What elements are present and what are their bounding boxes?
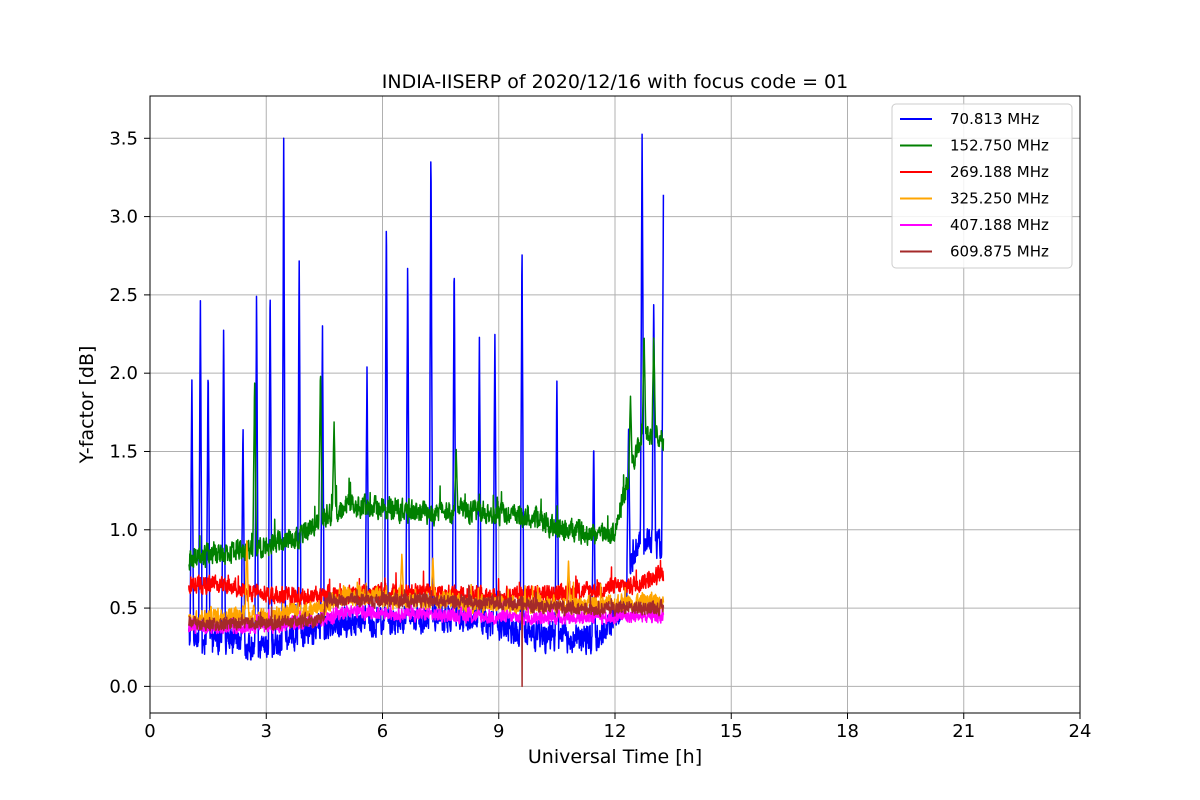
y-tick-label: 3.0 <box>109 207 138 228</box>
series-layer <box>188 133 665 688</box>
series-line-2 <box>188 337 665 571</box>
y-tick-label: 2.5 <box>109 285 138 306</box>
series-line-3 <box>188 559 665 608</box>
x-axis-label: Universal Time [h] <box>528 746 702 768</box>
y-tick-label: 3.5 <box>109 128 138 149</box>
y-tick-label: 0.0 <box>109 676 138 697</box>
y-tick-label: 1.5 <box>109 441 138 462</box>
legend-label: 70.813 MHz <box>950 110 1039 128</box>
x-tick-label: 15 <box>720 721 743 742</box>
y-axis-label: Y-factor [dB] <box>76 346 98 465</box>
x-tick-label: 0 <box>144 721 155 742</box>
series-line-1 <box>188 133 665 661</box>
legend-label: 609.875 MHz <box>950 243 1049 261</box>
x-tick-label: 21 <box>952 721 975 742</box>
legend-label: 325.250 MHz <box>950 190 1049 208</box>
series-line-6 <box>188 584 665 688</box>
x-tick-label: 9 <box>493 721 504 742</box>
ticks: 0 3 6 9 12 15 18 21 24 0.0 0.5 1.0 1.5 2.0 2.5 3.0 3.5 <box>109 128 1091 742</box>
y-tick-label: 1.0 <box>109 520 138 541</box>
legend-box <box>891 103 1073 269</box>
legend-label: 152.750 MHz <box>950 137 1049 155</box>
x-tick-label: 24 <box>1069 721 1092 742</box>
y-tick-label: 0.5 <box>109 598 138 619</box>
y-tick-label: 2.0 <box>109 363 138 384</box>
x-tick-label: 12 <box>604 721 627 742</box>
legend-label: 269.188 MHz <box>950 163 1049 181</box>
x-tick-label: 6 <box>377 721 388 742</box>
x-tick-label: 18 <box>836 721 859 742</box>
chart-title: INDIA-IISERP of 2020/12/16 with focus co… <box>382 71 848 93</box>
legend-label: 407.188 MHz <box>950 216 1049 234</box>
legend: 70.813 MHz 152.750 MHz 269.188 MHz 325.250 … <box>891 103 1073 269</box>
x-tick-label: 3 <box>261 721 272 742</box>
